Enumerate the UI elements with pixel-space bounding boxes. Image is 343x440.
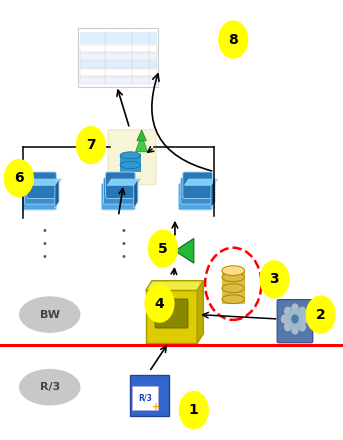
Text: •: • [42, 253, 48, 262]
FancyBboxPatch shape [102, 183, 135, 210]
Circle shape [299, 307, 305, 315]
Ellipse shape [222, 266, 245, 275]
Circle shape [285, 323, 291, 331]
FancyBboxPatch shape [183, 172, 212, 198]
Ellipse shape [20, 297, 80, 332]
FancyBboxPatch shape [108, 130, 156, 185]
FancyBboxPatch shape [78, 28, 158, 87]
FancyBboxPatch shape [155, 299, 188, 328]
Circle shape [288, 310, 302, 328]
Polygon shape [135, 135, 147, 152]
Text: +: + [152, 402, 160, 412]
Circle shape [299, 323, 305, 331]
Polygon shape [28, 179, 61, 185]
Circle shape [302, 315, 308, 323]
Polygon shape [137, 130, 146, 141]
Circle shape [179, 392, 208, 429]
Ellipse shape [120, 152, 141, 159]
Text: 3: 3 [270, 272, 279, 286]
Circle shape [4, 160, 33, 197]
Polygon shape [134, 179, 138, 208]
Polygon shape [156, 238, 175, 263]
Circle shape [282, 315, 288, 323]
Polygon shape [175, 238, 194, 263]
Text: R/3: R/3 [138, 394, 152, 403]
Circle shape [292, 304, 298, 312]
FancyBboxPatch shape [80, 69, 157, 76]
Text: 8: 8 [228, 33, 238, 47]
Circle shape [292, 315, 298, 323]
Text: 7: 7 [86, 138, 96, 152]
Circle shape [76, 127, 105, 164]
Text: •: • [42, 226, 48, 236]
Polygon shape [197, 281, 203, 343]
FancyBboxPatch shape [277, 300, 313, 343]
FancyBboxPatch shape [104, 178, 135, 204]
FancyBboxPatch shape [130, 375, 169, 416]
Circle shape [306, 296, 335, 333]
Polygon shape [146, 281, 203, 290]
FancyBboxPatch shape [25, 178, 56, 204]
Ellipse shape [222, 295, 245, 304]
Circle shape [260, 261, 289, 298]
Text: •: • [120, 253, 127, 262]
Text: 1: 1 [189, 403, 199, 417]
FancyBboxPatch shape [132, 386, 158, 410]
FancyBboxPatch shape [80, 77, 157, 84]
Text: R/3: R/3 [39, 382, 60, 392]
FancyBboxPatch shape [23, 183, 56, 210]
Text: •: • [42, 239, 48, 249]
Polygon shape [107, 179, 140, 185]
Circle shape [145, 285, 174, 322]
Circle shape [292, 326, 298, 334]
Ellipse shape [222, 284, 245, 293]
Circle shape [219, 21, 248, 58]
Polygon shape [55, 179, 59, 208]
FancyBboxPatch shape [106, 172, 135, 198]
FancyBboxPatch shape [179, 183, 212, 210]
FancyBboxPatch shape [80, 53, 157, 60]
FancyBboxPatch shape [80, 32, 157, 44]
Text: 6: 6 [14, 171, 24, 185]
FancyArrowPatch shape [152, 74, 212, 171]
FancyBboxPatch shape [120, 154, 141, 172]
Text: 5: 5 [158, 242, 168, 256]
Polygon shape [211, 179, 215, 208]
Text: •: • [120, 239, 127, 249]
Polygon shape [146, 290, 197, 343]
FancyBboxPatch shape [222, 271, 245, 304]
Text: 2: 2 [316, 308, 326, 322]
FancyBboxPatch shape [27, 172, 56, 198]
Polygon shape [185, 179, 217, 185]
Text: 4: 4 [155, 297, 164, 311]
Text: BW: BW [40, 310, 60, 319]
FancyBboxPatch shape [181, 178, 212, 204]
Ellipse shape [20, 370, 80, 405]
Ellipse shape [222, 273, 245, 282]
Text: •: • [120, 226, 127, 236]
FancyBboxPatch shape [80, 61, 157, 68]
FancyBboxPatch shape [80, 45, 157, 52]
Ellipse shape [120, 161, 141, 169]
Circle shape [285, 307, 291, 315]
Circle shape [149, 230, 177, 267]
